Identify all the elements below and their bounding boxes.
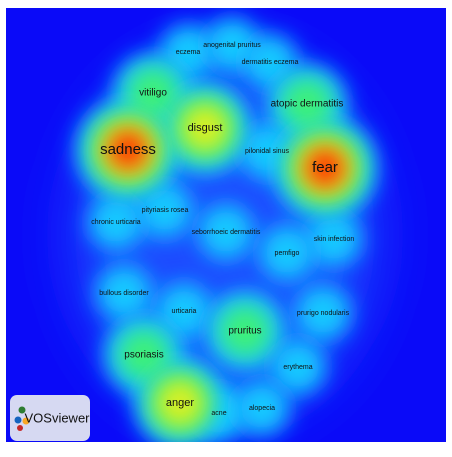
node-label: disgust [188, 122, 223, 134]
node-label: urticaria [172, 308, 197, 315]
density-blob [219, 305, 271, 357]
density-blob [305, 148, 345, 188]
density-blob [108, 130, 148, 170]
node-label: chronic urticaria [91, 219, 141, 226]
logo-text: VOSviewer [24, 410, 90, 425]
density-blob [234, 380, 290, 436]
node-label: pruritus [228, 326, 261, 337]
node-label: vitiligo [139, 88, 167, 99]
node-label: pityriasis rosea [142, 207, 189, 214]
node-label: psoriasis [124, 350, 163, 361]
node-label: pemfigo [275, 250, 300, 257]
density-blob [137, 182, 193, 238]
node-label: skin infection [314, 236, 355, 243]
density-blob [198, 204, 254, 260]
node-label: alopecia [249, 405, 275, 412]
logo-icon [17, 425, 23, 431]
node-label: anger [166, 397, 194, 409]
node-label: bullous disorder [99, 290, 149, 297]
node-label: prurigo nodularis [297, 310, 350, 317]
density-blob [281, 78, 333, 130]
node-label: eczema [176, 49, 201, 56]
density-blob [88, 194, 144, 250]
density-blob [259, 225, 315, 281]
node-label: erythema [283, 364, 312, 371]
density-blob [295, 285, 351, 341]
node-label: pilonidal sinus [245, 148, 289, 155]
density-layer [75, 17, 377, 442]
density-blob [96, 265, 152, 321]
density-blob [127, 67, 179, 119]
node-label: dermatitis eczema [242, 59, 299, 66]
node-label: acne [211, 410, 226, 417]
density-blob [181, 104, 229, 152]
node-label: atopic dermatitis [271, 99, 344, 110]
density-blob [270, 339, 326, 395]
density-blob [306, 211, 362, 267]
logo-icon [14, 416, 22, 424]
logo-icon [22, 417, 30, 425]
logo-box [10, 395, 90, 441]
node-label: sadness [100, 141, 156, 158]
logo-icon [18, 406, 26, 414]
node-label: fear [312, 159, 338, 176]
vosviewer-logo: VOSviewer [10, 395, 90, 441]
node-label: anogenital pruritus [203, 42, 261, 49]
node-label: seborrhoeic dermatitis [192, 229, 261, 236]
density-blob [118, 329, 170, 381]
density-blob [156, 379, 204, 427]
